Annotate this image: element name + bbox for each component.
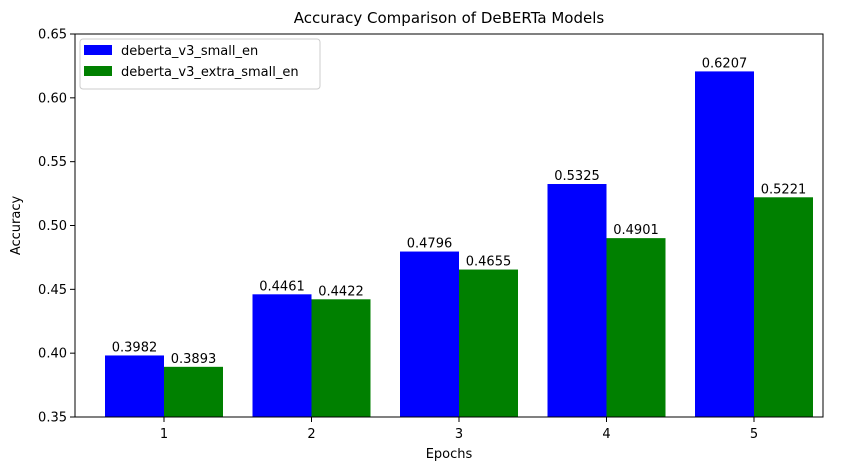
data-label: 0.3893 [171,352,217,367]
x-tick-label: 3 [455,427,463,442]
y-tick-label: 0.45 [38,283,67,298]
x-tick-label: 5 [750,427,758,442]
data-label: 0.3982 [112,340,158,355]
bar-extra-small-epoch-1 [164,366,223,417]
data-label: 0.5325 [554,169,600,184]
x-tick-label: 2 [307,427,315,442]
chart-title: Accuracy Comparison of DeBERTa Models [294,9,605,27]
data-label: 0.5221 [761,182,807,197]
x-tick-label: 4 [602,427,610,442]
bar-small-epoch-3 [400,251,459,417]
x-axis: 1 2 3 4 5 [160,417,758,442]
y-tick-label: 0.65 [38,28,67,43]
y-tick-label: 0.60 [38,91,67,106]
legend-swatch [84,66,112,76]
bar-small-epoch-1 [105,355,164,417]
legend-swatch [84,45,112,55]
legend: deberta_v3_small_en deberta_v3_extra_smal… [79,38,321,90]
bar-extra-small-epoch-2 [311,299,371,417]
data-label: 0.4796 [407,237,453,252]
bar-small-epoch-2 [252,294,312,417]
data-label: 0.6207 [702,56,748,71]
bars-group: 0.3982 0.4461 0.4796 0.5325 0.6207 0.3893 0.44… [105,56,813,417]
data-label: 0.4901 [613,223,659,238]
bar-small-epoch-4 [547,184,607,417]
bar-extra-small-epoch-4 [606,238,666,417]
legend-box [79,38,321,90]
bar-extra-small-epoch-3 [459,269,518,417]
x-axis-label: Epochs [426,447,473,462]
plot-frame [74,33,824,418]
bar-extra-small-epoch-5 [754,197,813,417]
y-tick-label: 0.55 [38,155,67,170]
legend-label: deberta_v3_extra_small_en [121,65,299,80]
y-tick-label: 0.40 [38,347,67,362]
y-tick-label: 0.50 [38,219,67,234]
y-tick-label: 0.35 [38,411,67,426]
x-tick-label: 1 [160,427,168,442]
data-label: 0.4461 [259,279,305,294]
data-label: 0.4422 [318,284,364,299]
legend-label: deberta_v3_small_en [121,44,258,59]
y-axis: 0.35 0.40 0.45 0.50 0.55 0.60 0.65 [38,28,75,426]
bar-small-epoch-5 [695,71,754,417]
y-axis-label: Accuracy [9,196,24,256]
data-label: 0.4655 [466,255,512,270]
